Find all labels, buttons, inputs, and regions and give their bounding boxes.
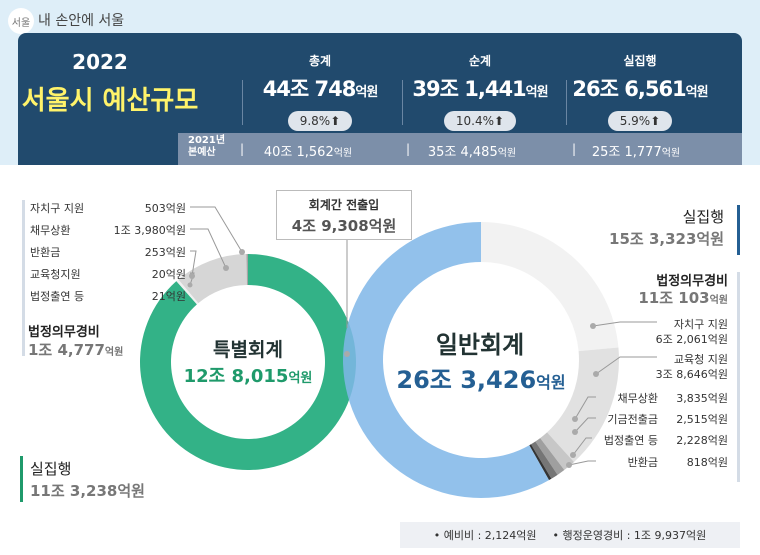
item-value: 253억원	[144, 246, 186, 259]
donut-segment-자치구 지원	[176, 279, 199, 305]
item-label: 채무상환	[30, 224, 71, 237]
year: 2022	[72, 50, 128, 74]
transfer-value: 4조 9,308억원	[291, 217, 397, 235]
leader-dots	[187, 249, 599, 468]
prev-exec: 25조 1,777억원	[591, 145, 681, 160]
item-label: 자치구 지원	[673, 318, 728, 331]
item-value: 2,228억원	[676, 434, 728, 447]
donut-segment-채무상환	[540, 432, 575, 471]
prev-net: 35조 4,485억원	[427, 145, 517, 160]
item-label: 교육청지원	[30, 268, 81, 281]
up-arrow-icon: ⬆	[494, 114, 505, 128]
column-label: 실집행	[623, 54, 657, 68]
item-value: 3조 8,646억원	[655, 368, 728, 381]
column-amount: 26조 6,561억원	[572, 77, 708, 101]
footnote-admin: • 행정운영경비 : 1조 9,937억원	[552, 529, 707, 542]
divider	[242, 80, 243, 125]
item-label: 교육청 지원	[673, 353, 728, 366]
item-label: 법정출연 등	[603, 434, 658, 447]
special-exec-label: 실집행	[30, 460, 72, 478]
item-value: 2,515억원	[676, 413, 728, 426]
seoul-logo: 서울	[8, 8, 34, 34]
prev-total: 40조 1,562억원	[263, 145, 353, 160]
donut-segment-반환금	[246, 254, 248, 286]
item-value: 21억원	[151, 290, 186, 303]
special-total: 12조 8,015억원	[183, 366, 313, 387]
leader-lines	[189, 206, 657, 466]
column-amount: 39조 1,441억원	[412, 77, 548, 101]
column-amount: 44조 748억원	[262, 77, 379, 101]
general-name: 일반회계	[435, 331, 525, 359]
divider: |	[406, 142, 411, 156]
item-value: 3,835억원	[676, 392, 728, 405]
special-exec-value: 11조 3,238억원	[30, 482, 145, 500]
change-badge: 9.8%⬆	[287, 111, 353, 131]
change-badge: 5.9%⬆	[607, 111, 673, 131]
general-exec-label: 실집행	[682, 208, 724, 226]
divider: |	[572, 142, 577, 156]
donut-segment-실집행	[343, 222, 550, 498]
divider	[566, 80, 567, 125]
prev-year-label: 2021년 본예산	[188, 135, 226, 158]
exec-column: 실집행 26조 6,561억원 5.9%⬆	[560, 52, 720, 131]
prev-year-row	[178, 133, 742, 165]
transfer-box: 회계간 전출입 4조 9,308억원	[276, 190, 412, 240]
donut-segment-자치구 지원	[481, 222, 619, 352]
item-value: 6조 2,061억원	[655, 333, 728, 346]
special-oblig-amount: 1조 4,777억원	[28, 341, 124, 359]
item-value: 1조 3,980억원	[113, 224, 186, 237]
total-column: 총계 44조 748억원 9.8%⬆	[240, 52, 400, 131]
net-column: 순계 39조 1,441억원 10.4%⬆	[400, 52, 560, 131]
special-name: 특별회계	[213, 339, 283, 361]
donut-segment-반환금	[529, 444, 552, 481]
column-label: 순계	[468, 54, 492, 68]
item-label: 자치구 지원	[30, 202, 85, 215]
footnote: • 예비비 : 2,124억원 • 행정운영경비 : 1조 9,937억원	[400, 522, 740, 548]
up-arrow-icon: ⬆	[330, 114, 341, 128]
slogan: 내 손안에 서울	[38, 13, 125, 29]
item-value: 503억원	[144, 202, 186, 215]
general-oblig-label: 법정의무경비	[656, 274, 728, 289]
general-total: 26조 3,426억원	[396, 366, 566, 394]
divider	[402, 80, 403, 125]
divider: |	[240, 142, 245, 156]
donut-segment-채무상환	[178, 254, 247, 304]
donut-segment-법정출연 등	[530, 441, 558, 479]
page-title: 서울시 예산규모	[21, 86, 199, 116]
transfer-label: 회계간 전출입	[308, 198, 380, 212]
general-oblig-amount: 11조 103억원	[638, 289, 728, 307]
item-label: 채무상환	[617, 392, 658, 405]
column-label: 총계	[308, 54, 332, 68]
general-exec-value: 15조 3,323억원	[609, 230, 724, 248]
special-oblig-label: 법정의무경비	[28, 325, 100, 340]
item-label: 법정출연 등	[30, 290, 85, 303]
up-arrow-icon: ⬆	[650, 114, 661, 128]
donut-segment-기금전출금	[535, 438, 565, 475]
item-value: 818억원	[686, 456, 728, 469]
item-label: 기금전출금	[607, 413, 658, 426]
item-label: 반환금	[627, 456, 658, 469]
change-badge: 10.4%⬆	[443, 111, 517, 131]
item-label: 반환금	[30, 246, 61, 259]
item-value: 20억원	[151, 268, 186, 281]
footnote-reserve: • 예비비 : 2,124억원	[433, 529, 537, 542]
